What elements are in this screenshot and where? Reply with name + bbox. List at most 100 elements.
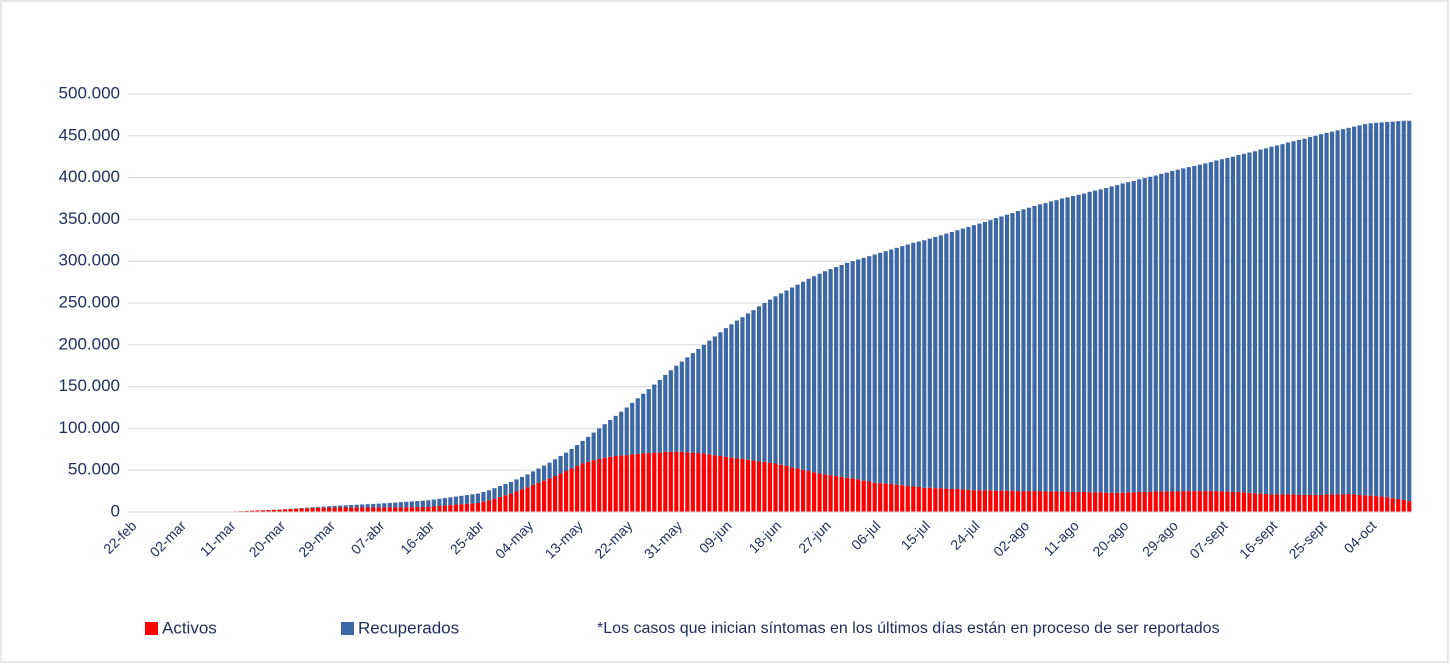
bar — [1186, 491, 1191, 512]
bar — [569, 468, 574, 512]
bar — [530, 484, 536, 512]
bar — [1330, 131, 1335, 495]
bar — [244, 510, 249, 512]
bar — [751, 310, 756, 461]
bar — [652, 384, 657, 453]
bar — [360, 504, 365, 508]
bar — [393, 507, 398, 512]
bar — [861, 480, 866, 512]
bar — [1137, 179, 1142, 492]
bar — [1330, 494, 1335, 512]
bar — [1159, 173, 1164, 492]
bar — [1021, 491, 1026, 512]
bar — [409, 507, 414, 512]
bar — [718, 455, 723, 512]
y-tick-label: 300.000 — [59, 251, 120, 270]
bar — [1065, 491, 1070, 512]
bar — [1093, 190, 1098, 493]
bar — [525, 487, 530, 512]
bar — [773, 463, 778, 512]
bar — [1335, 494, 1340, 512]
bar — [1219, 159, 1224, 492]
bar — [900, 246, 905, 486]
bar — [944, 488, 949, 512]
bar — [1004, 214, 1010, 491]
bar — [575, 466, 580, 512]
bar — [1021, 209, 1026, 492]
bar — [426, 500, 431, 507]
bar — [800, 469, 806, 512]
bar — [437, 505, 442, 512]
bar — [696, 453, 701, 512]
bar — [1379, 122, 1384, 497]
bar — [949, 231, 954, 490]
bar — [1407, 501, 1412, 512]
bar — [718, 332, 723, 456]
bar — [1291, 494, 1296, 512]
bar — [938, 235, 943, 489]
bar — [1346, 127, 1351, 495]
bar — [327, 506, 332, 508]
bar — [1142, 491, 1147, 512]
bar — [580, 440, 585, 464]
bar — [922, 487, 927, 512]
y-tick-label: 150.000 — [59, 376, 120, 395]
bar — [349, 507, 354, 512]
bar — [354, 507, 359, 512]
bar — [431, 506, 436, 512]
bar — [999, 490, 1004, 512]
bar — [1131, 180, 1136, 493]
bar — [1015, 211, 1021, 492]
bar — [1175, 169, 1180, 492]
bar — [1352, 126, 1357, 495]
bar — [894, 247, 899, 485]
bar — [552, 459, 558, 477]
bar — [657, 379, 662, 453]
bar — [988, 220, 993, 491]
bar — [591, 460, 596, 512]
bar — [767, 462, 773, 512]
bar — [519, 489, 525, 512]
bar — [1076, 491, 1081, 512]
bar — [685, 452, 690, 512]
bar — [823, 271, 828, 475]
bar — [1203, 163, 1208, 492]
bar — [1043, 203, 1048, 492]
bar — [1341, 494, 1346, 512]
bar — [646, 453, 651, 512]
bar — [1208, 491, 1213, 512]
bar — [905, 244, 910, 487]
bar — [453, 496, 458, 505]
bar — [971, 225, 976, 491]
bar — [1120, 492, 1125, 512]
bar — [387, 507, 392, 512]
bar — [536, 468, 541, 483]
bar — [1225, 157, 1230, 492]
bar — [1059, 491, 1065, 512]
bar — [823, 474, 828, 512]
bar — [1357, 494, 1362, 512]
bar — [1153, 491, 1158, 512]
bar — [927, 487, 932, 512]
bar — [1142, 178, 1147, 492]
bar — [530, 471, 536, 485]
bar — [398, 507, 403, 512]
bar — [1230, 491, 1235, 512]
bar — [1170, 491, 1175, 512]
bar — [982, 221, 988, 491]
bar — [420, 507, 425, 512]
bar — [1104, 492, 1109, 512]
bar — [789, 287, 795, 468]
bar — [729, 457, 734, 512]
bar — [1131, 492, 1136, 512]
bar — [1291, 141, 1296, 495]
bar — [1296, 494, 1302, 512]
bar — [1385, 497, 1390, 512]
bar — [1181, 168, 1186, 492]
bar — [1203, 491, 1208, 512]
bar — [547, 462, 552, 479]
bar — [299, 508, 304, 512]
bar — [464, 495, 470, 504]
bar — [1197, 491, 1202, 512]
